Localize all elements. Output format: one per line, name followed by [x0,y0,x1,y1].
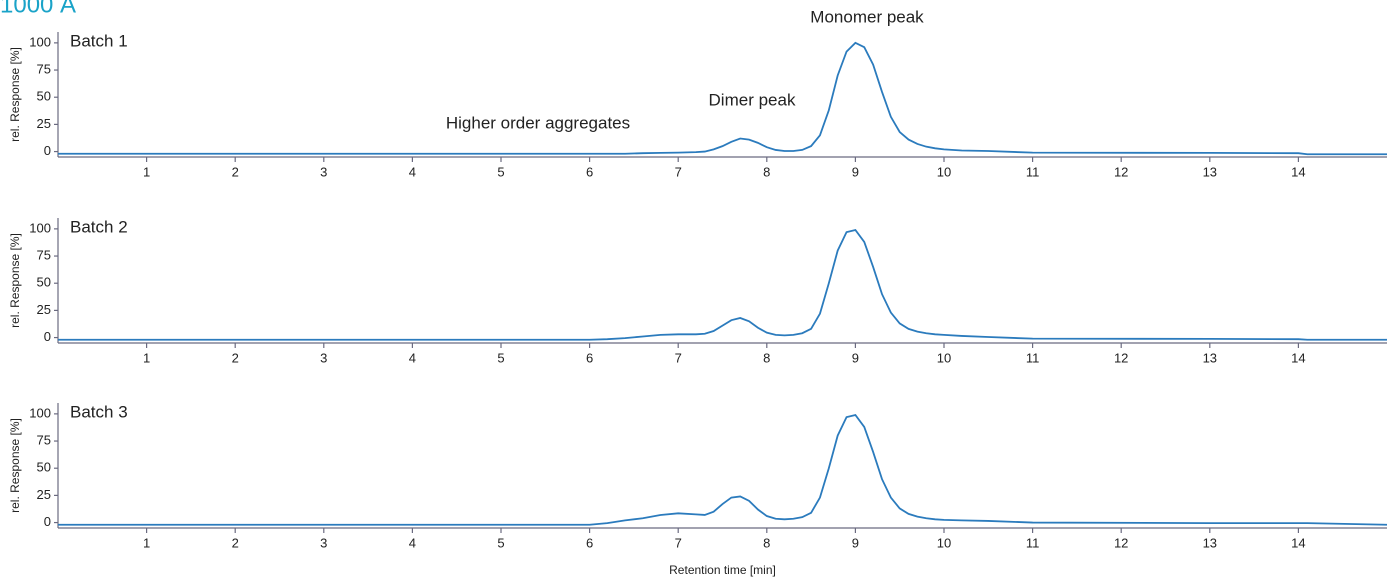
y-tick-label: 25 [37,116,51,131]
x-tick-label: 14 [1291,350,1305,365]
x-tick-label: 12 [1114,164,1128,179]
panel-label: Batch 1 [70,31,128,50]
y-tick-label: 75 [37,432,51,447]
x-tick-label: 14 [1291,164,1305,179]
x-tick-label: 8 [763,350,770,365]
x-tick-label: 2 [232,350,239,365]
panel-label: Batch 2 [70,217,128,236]
y-tick-label: 100 [29,220,51,235]
y-tick-label: 0 [44,143,51,158]
x-tick-label: 8 [763,535,770,550]
y-tick-label: 0 [44,514,51,529]
x-tick-label: 7 [675,164,682,179]
x-tick-label: 9 [852,164,859,179]
x-tick-label: 1 [143,535,150,550]
y-axis-label: rel. Response [%] [8,418,22,513]
y-tick-label: 25 [37,302,51,317]
x-tick-label: 5 [497,535,504,550]
y-tick-label: 50 [37,89,51,104]
x-tick-label: 4 [409,164,416,179]
y-tick-label: 75 [37,247,51,262]
x-tick-label: 3 [320,535,327,550]
x-tick-label: 4 [409,535,416,550]
x-tick-label: 13 [1203,350,1217,365]
x-tick-label: 10 [937,535,951,550]
y-tick-label: 100 [29,405,51,420]
x-tick-label: 13 [1203,164,1217,179]
x-tick-label: 1 [143,164,150,179]
y-axis-label: rel. Response [%] [8,233,22,328]
x-tick-label: 10 [937,350,951,365]
x-tick-label: 2 [232,164,239,179]
x-tick-label: 4 [409,350,416,365]
panel-label: Batch 3 [70,402,128,421]
annotation: Monomer peak [810,7,924,26]
x-tick-label: 3 [320,350,327,365]
x-tick-label: 7 [675,535,682,550]
x-tick-label: 11 [1026,350,1040,365]
data-line [58,413,1388,526]
x-tick-label: 13 [1203,535,1217,550]
y-tick-label: 75 [37,61,51,76]
x-tick-label: 6 [586,164,593,179]
x-tick-label: 10 [937,164,951,179]
x-axis-label: Retention time [min] [669,563,776,577]
y-tick-label: 50 [37,275,51,290]
y-tick-label: 25 [37,487,51,502]
x-tick-label: 11 [1026,535,1040,550]
page-title: 1000 Å [0,0,76,18]
data-line [58,228,1387,341]
x-tick-label: 7 [675,350,682,365]
annotation: Higher order aggregates [446,113,630,132]
x-tick-label: 3 [320,164,327,179]
x-tick-label: 14 [1291,535,1305,550]
x-tick-label: 2 [232,535,239,550]
y-tick-label: 50 [37,460,51,475]
x-tick-label: 12 [1114,350,1128,365]
y-axis-label: rel. Response [%] [8,47,22,142]
x-tick-label: 12 [1114,535,1128,550]
y-tick-label: 0 [44,329,51,344]
x-tick-label: 6 [586,350,593,365]
y-tick-label: 100 [29,34,51,49]
x-tick-label: 1 [143,350,150,365]
x-tick-label: 11 [1026,164,1040,179]
x-tick-label: 8 [763,164,770,179]
data-line [58,41,1387,156]
x-tick-label: 9 [852,350,859,365]
annotation: Dimer peak [709,90,796,109]
x-tick-label: 6 [586,535,593,550]
x-tick-label: 9 [852,535,859,550]
x-tick-label: 5 [497,164,504,179]
x-tick-label: 5 [497,350,504,365]
